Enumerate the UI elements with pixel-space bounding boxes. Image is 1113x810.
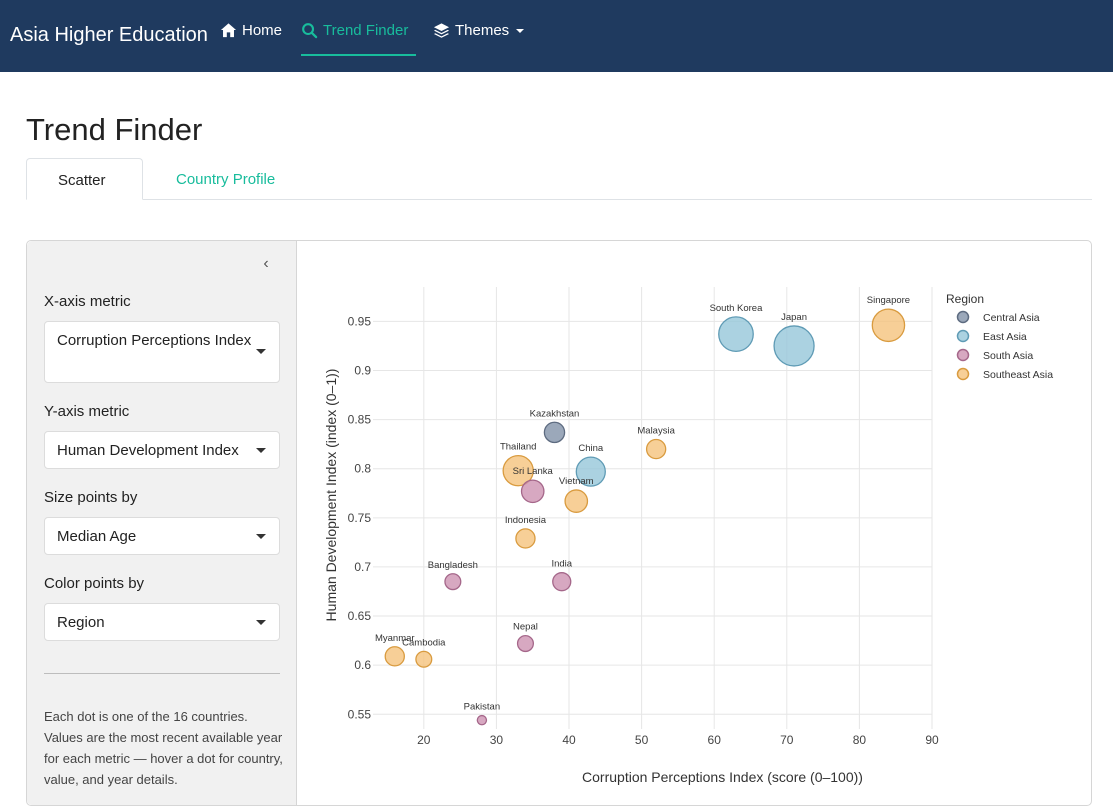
- data-point[interactable]: [773, 325, 815, 367]
- x-tick-label: 70: [780, 733, 794, 747]
- point-label: Kazakhstan: [530, 408, 580, 419]
- color-label: Color points by: [44, 575, 145, 592]
- sidebar-layout: ‹ X-axis metric Corruption Perceptions I…: [26, 240, 1092, 806]
- point-label: Japan: [781, 312, 807, 323]
- point-label: Pakistan: [464, 702, 500, 713]
- data-point[interactable]: [645, 438, 667, 460]
- y-tick-label: 0.8: [354, 462, 371, 476]
- page-title: Trend Finder: [26, 112, 203, 147]
- data-point[interactable]: [520, 479, 545, 504]
- home-icon: [220, 23, 237, 38]
- point-label: Thailand: [500, 442, 536, 453]
- y-axis-label: Y-axis metric: [44, 403, 130, 420]
- legend-entry: Central Asia: [983, 312, 1040, 324]
- nav-label-trend-finder: Trend Finder: [323, 22, 409, 39]
- legend-entry: South Asia: [983, 350, 1033, 362]
- help-text: Each dot is one of the 16 countries. Val…: [44, 709, 283, 787]
- data-point[interactable]: [515, 528, 536, 549]
- legend-title: Region: [946, 292, 984, 306]
- y-tick-label: 0.9: [354, 363, 371, 377]
- chevron-down-icon: [256, 534, 266, 539]
- point-label: Indonesia: [505, 515, 547, 526]
- x-axis-label: X-axis metric: [44, 293, 131, 310]
- y-tick-label: 0.6: [354, 658, 371, 672]
- chevron-down-icon: [256, 448, 266, 453]
- y-tick-label: 0.7: [354, 560, 371, 574]
- x-axis-title: Corruption Perceptions Index (score (0–1…: [582, 769, 863, 785]
- data-point[interactable]: [415, 650, 433, 668]
- point-label: Bangladesh: [428, 560, 478, 571]
- size-label: Size points by: [44, 489, 138, 506]
- color-select[interactable]: Region: [44, 603, 280, 641]
- y-tick-label: 0.65: [348, 609, 372, 623]
- nav-item-themes[interactable]: Themes: [433, 22, 525, 56]
- point-label: Cambodia: [402, 637, 446, 648]
- brand-title[interactable]: Asia Higher Education: [10, 24, 208, 46]
- x-tick-label: 90: [925, 733, 939, 747]
- point-label: Nepal: [513, 622, 538, 633]
- scatter-chart[interactable]: 20 30 40 50 60 70 80 90 0.55 0.6 0.65 0.7 0.75 0.8 0.8…: [297, 241, 1091, 805]
- legend-swatch[interactable]: [956, 310, 970, 324]
- x-tick-label: 30: [490, 733, 504, 747]
- tab-bar: Scatter Country Profile: [26, 158, 1092, 200]
- collapse-sidebar-icon[interactable]: ‹: [263, 255, 269, 272]
- y-axis-value: Human Development Index: [57, 442, 239, 459]
- data-point[interactable]: [502, 454, 534, 487]
- plot-area: 20 30 40 50 60 70 80 90 0.55 0.6 0.65 0.7 0.75 0.8 0.8…: [297, 241, 1091, 805]
- legend-swatch[interactable]: [956, 367, 970, 381]
- nav-label-themes: Themes: [455, 22, 510, 39]
- data-point[interactable]: [476, 714, 488, 726]
- x-axis-value: Corruption Perceptions Index: [57, 332, 252, 349]
- y-tick-label: 0.75: [348, 511, 372, 525]
- tab-country-profile[interactable]: Country Profile: [176, 171, 276, 188]
- x-axis-select[interactable]: Corruption Perceptions Index: [44, 321, 280, 383]
- data-point[interactable]: [516, 634, 535, 653]
- tab-scatter[interactable]: Scatter: [26, 158, 143, 200]
- data-point[interactable]: [871, 308, 906, 343]
- x-tick-label: 80: [853, 733, 867, 747]
- data-point[interactable]: [384, 646, 405, 667]
- sidebar-panel: ‹ X-axis metric Corruption Perceptions I…: [27, 241, 297, 805]
- point-label: Singapore: [867, 295, 910, 306]
- y-axis-select[interactable]: Human Development Index: [44, 431, 280, 469]
- x-tick-label: 60: [708, 733, 722, 747]
- navbar: Asia Higher Education Home Trend Finder …: [0, 0, 1113, 72]
- nav-item-home[interactable]: Home: [220, 22, 282, 56]
- search-icon: [302, 23, 318, 39]
- data-point[interactable]: [575, 456, 606, 487]
- data-point[interactable]: [444, 573, 462, 591]
- legend-swatch[interactable]: [956, 348, 970, 362]
- point-label: Myanmar: [375, 633, 415, 644]
- divider: [44, 673, 280, 674]
- point-label: South Korea: [710, 303, 764, 314]
- data-point[interactable]: [564, 489, 589, 513]
- y-tick-label: 0.95: [348, 314, 372, 328]
- chevron-down-icon: [256, 349, 266, 354]
- color-value: Region: [57, 614, 105, 631]
- data-point[interactable]: [718, 316, 754, 353]
- layers-icon: [433, 23, 450, 38]
- data-point[interactable]: [543, 421, 566, 444]
- y-axis-title: Human Development Index (index (0–1)): [323, 369, 339, 622]
- x-tick-label: 50: [635, 733, 649, 747]
- point-label: Vietnam: [559, 476, 594, 487]
- data-point[interactable]: [552, 572, 572, 592]
- legend-entry: East Asia: [983, 331, 1027, 343]
- size-select[interactable]: Median Age: [44, 517, 280, 555]
- x-tick-label: 20: [417, 733, 431, 747]
- legend-swatch[interactable]: [956, 329, 970, 343]
- point-label: China: [578, 443, 604, 454]
- chevron-down-icon: [516, 29, 525, 33]
- size-value: Median Age: [57, 528, 137, 545]
- y-tick-label: 0.85: [348, 413, 372, 427]
- y-tick-label: 0.55: [348, 707, 372, 721]
- nav-item-trend-finder[interactable]: Trend Finder: [301, 22, 416, 56]
- point-label: Sri Lanka: [513, 466, 554, 477]
- chevron-down-icon: [256, 620, 266, 625]
- x-tick-label: 40: [562, 733, 576, 747]
- point-label: Malaysia: [637, 426, 675, 437]
- nav-label-home: Home: [242, 22, 283, 39]
- point-label: India: [551, 559, 572, 570]
- legend-entry: Southeast Asia: [983, 369, 1053, 381]
